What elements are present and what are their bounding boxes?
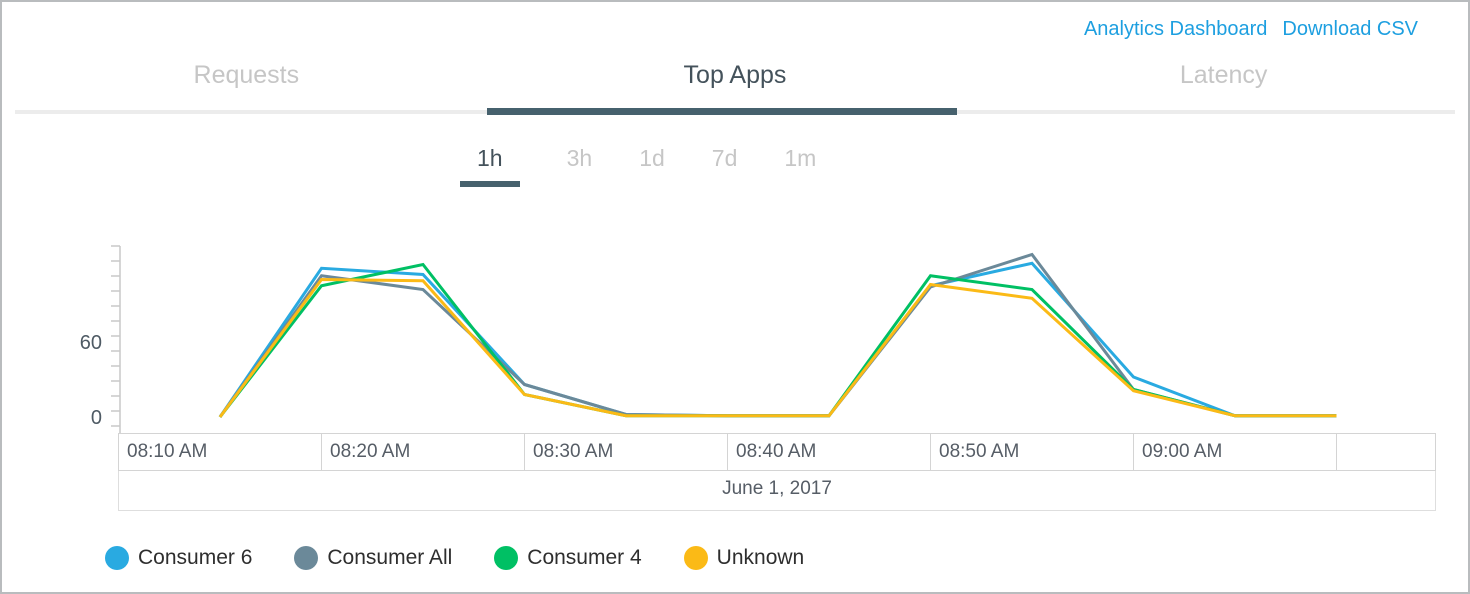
- x-axis-cell: 08:40 AM: [728, 434, 931, 470]
- range-1h[interactable]: 1h: [460, 145, 520, 187]
- series-color-dot: [494, 546, 519, 570]
- x-axis-cell: 08:30 AM: [525, 434, 728, 470]
- legend-label: Unknown: [716, 546, 805, 569]
- x-axis-cell: 08:10 AM: [119, 434, 322, 470]
- x-axis-labels: 08:10 AM 08:20 AM 08:30 AM 08:40 AM 08:5…: [118, 433, 1436, 471]
- range-1m[interactable]: 1m: [784, 145, 817, 171]
- series-color-dot: [105, 546, 129, 570]
- x-axis-cell: 08:20 AM: [322, 434, 525, 470]
- legend-label: Consumer All: [327, 546, 453, 569]
- chart-legend: Consumer 6 Consumer All Consumer 4 Unkno…: [105, 546, 1468, 570]
- download-csv-link[interactable]: Download CSV: [1282, 18, 1418, 40]
- svg-text:60: 60: [80, 332, 102, 354]
- range-7d[interactable]: 7d: [711, 145, 738, 171]
- legend-label: Consumer 6: [138, 546, 253, 569]
- tab-top-apps[interactable]: Top Apps: [683, 61, 787, 89]
- analytics-dashboard-link[interactable]: Analytics Dashboard: [1083, 18, 1268, 40]
- x-axis-cell: 09:00 AM: [1134, 434, 1337, 470]
- range-1d[interactable]: 1d: [639, 145, 665, 171]
- tab-latency[interactable]: Latency: [1179, 61, 1268, 89]
- active-tab-underline: [487, 108, 957, 115]
- legend-item-consumer-all[interactable]: Consumer All: [294, 546, 452, 570]
- legend-label: Consumer 4: [527, 546, 642, 569]
- x-axis-date-caption: June 1, 2017: [118, 471, 1436, 511]
- x-axis-cell: [1337, 434, 1435, 470]
- line-chart: 60 0 08:10 AM 08:20 AM 08:30 AM 08:40 AM …: [2, 236, 1468, 516]
- tab-bar: Requests Top Apps Latency: [2, 55, 1468, 117]
- header: Analytics Dashboard Download CSV: [2, 2, 1468, 41]
- legend-item-unknown[interactable]: Unknown: [683, 546, 805, 570]
- legend-item-consumer-6[interactable]: Consumer 6: [105, 546, 252, 570]
- tab-requests[interactable]: Requests: [193, 61, 300, 89]
- svg-text:0: 0: [91, 407, 102, 429]
- time-range-selector: 1h 3h 1d 7d 1m: [460, 145, 1468, 187]
- x-axis-cell: 08:50 AM: [931, 434, 1134, 470]
- series-color-dot: [294, 546, 319, 570]
- series-color-dot: [683, 546, 708, 570]
- legend-item-consumer-4[interactable]: Consumer 4: [494, 546, 642, 570]
- range-3h[interactable]: 3h: [566, 145, 593, 171]
- chart-canvas: 60 0: [80, 245, 1337, 433]
